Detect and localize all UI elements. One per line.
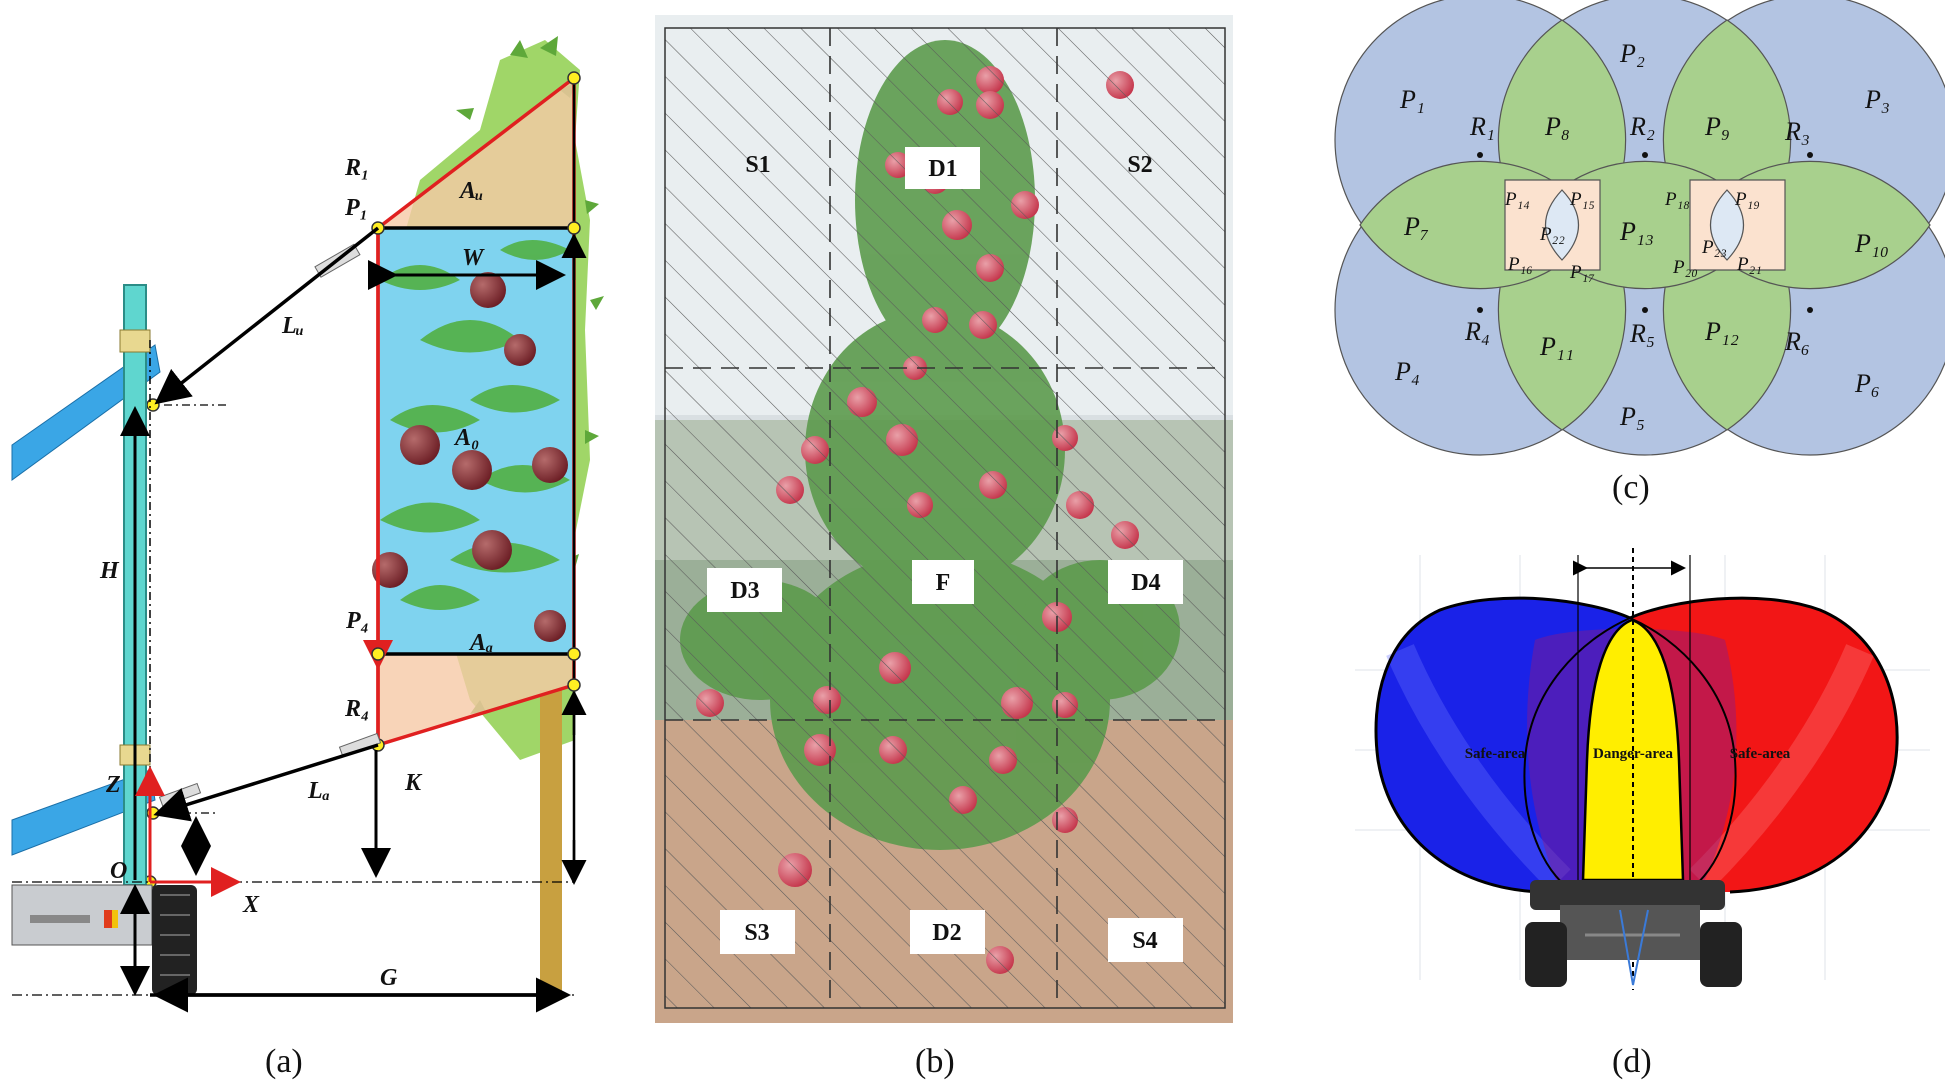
region-p4: P₄	[1394, 357, 1420, 386]
caption-d: (d)	[1612, 1043, 1652, 1080]
region-p17: P₁₇	[1569, 262, 1595, 283]
caption-c: (c)	[1612, 469, 1650, 506]
panel-d: Safe-area Danger-area Safe-area (d)	[1355, 548, 1930, 1080]
region-p14: P₁₄	[1504, 189, 1530, 210]
region-p20: P₂₀	[1672, 257, 1698, 278]
panel-b: S1 D1 S2 D3 F D4 S3 D2 S4 (b)	[655, 15, 1233, 1080]
region-p13: P₁₃	[1619, 217, 1654, 246]
region-p5: P₅	[1619, 402, 1645, 431]
label-lu: Lᵤ	[281, 313, 304, 339]
nozzle-lower	[158, 732, 382, 808]
left-spray-cloud	[1375, 598, 1630, 892]
region-p3: P₃	[1864, 85, 1890, 114]
label-h: H	[99, 558, 120, 584]
region-p9: P₉	[1704, 112, 1730, 141]
label-r4: R₄	[344, 696, 369, 722]
point-r3: R₃	[1784, 117, 1810, 146]
label-safe-left: Safe-area	[1465, 746, 1526, 762]
point-r6: R₆	[1784, 327, 1810, 356]
label-p1: P₁	[344, 195, 368, 221]
panel-c: P₁ P₂ P₃ P₄ P₅ P₆ P₇ P₈ P₉ P₁₀ P₁₁ P₁₂ P…	[1334, 0, 1945, 506]
region-p2: P₂	[1619, 39, 1645, 68]
label-au: Aᵤ	[458, 178, 483, 204]
label-ad: Aₐ	[468, 630, 493, 656]
label-x: X	[242, 892, 260, 918]
center-overlaps	[1544, 189, 1745, 261]
label-ld: Lₐ	[307, 778, 330, 804]
label-z: Z	[105, 772, 121, 798]
zone-s3: S3	[744, 920, 769, 946]
zone-s4: S4	[1132, 928, 1157, 954]
region-p6: P₆	[1854, 369, 1880, 398]
label-a0: A₀	[453, 425, 479, 451]
region-p22: P₂₂	[1539, 224, 1565, 245]
zone-d2: D2	[932, 920, 961, 946]
point-r1: R₁	[1469, 112, 1495, 141]
label-danger: Danger-area	[1593, 746, 1673, 762]
point-r4: R₄	[1464, 317, 1490, 346]
zone-s2: S2	[1127, 152, 1152, 178]
right-spray-cloud	[1630, 598, 1898, 892]
label-safe-right: Safe-area	[1730, 746, 1791, 762]
zone-d3: D3	[730, 578, 759, 604]
region-p1: P₁	[1399, 85, 1425, 114]
region-p10: P₁₀	[1854, 229, 1889, 258]
nozzle-points	[1477, 152, 1813, 313]
label-o: O	[110, 858, 127, 884]
region-p12: P₁₂	[1704, 317, 1739, 346]
zone-s1: S1	[745, 152, 770, 178]
point-r2: R₂	[1629, 112, 1655, 141]
region-p8: P₈	[1544, 112, 1570, 141]
zone-f: F	[936, 570, 951, 596]
zone-d4: D4	[1131, 570, 1160, 596]
point-r5: R₅	[1629, 319, 1655, 348]
caption-a: (a)	[265, 1043, 303, 1080]
ld-vector	[153, 743, 379, 822]
region-p7: P₇	[1403, 212, 1429, 241]
region-p21: P₂₁	[1736, 254, 1762, 275]
region-p23: P₂₃	[1701, 237, 1727, 258]
region-p11: P₁₁	[1539, 332, 1574, 361]
panel-a: R₁ P₁ Aᵤ W Lᵤ H A₀ P₄ Aₐ R₄ Lₐ K Z O X G…	[11, 36, 604, 1080]
lu-vector	[154, 226, 380, 405]
label-k: K	[404, 770, 423, 796]
label-g: G	[380, 965, 398, 991]
tractor	[1525, 880, 1742, 987]
caption-b: (b)	[915, 1043, 955, 1080]
lower-canopy-area	[378, 654, 574, 745]
region-p15: P₁₅	[1569, 189, 1595, 210]
zone-d1: D1	[928, 156, 957, 182]
region-p16: P₁₆	[1507, 254, 1533, 275]
label-r1: R₁	[344, 155, 369, 181]
label-p4: P₄	[345, 608, 369, 634]
region-p18: P₁₈	[1664, 189, 1690, 210]
label-w: W	[462, 245, 485, 271]
zone-frame	[664, 27, 1226, 1009]
region-p19: P₁₉	[1734, 189, 1760, 210]
